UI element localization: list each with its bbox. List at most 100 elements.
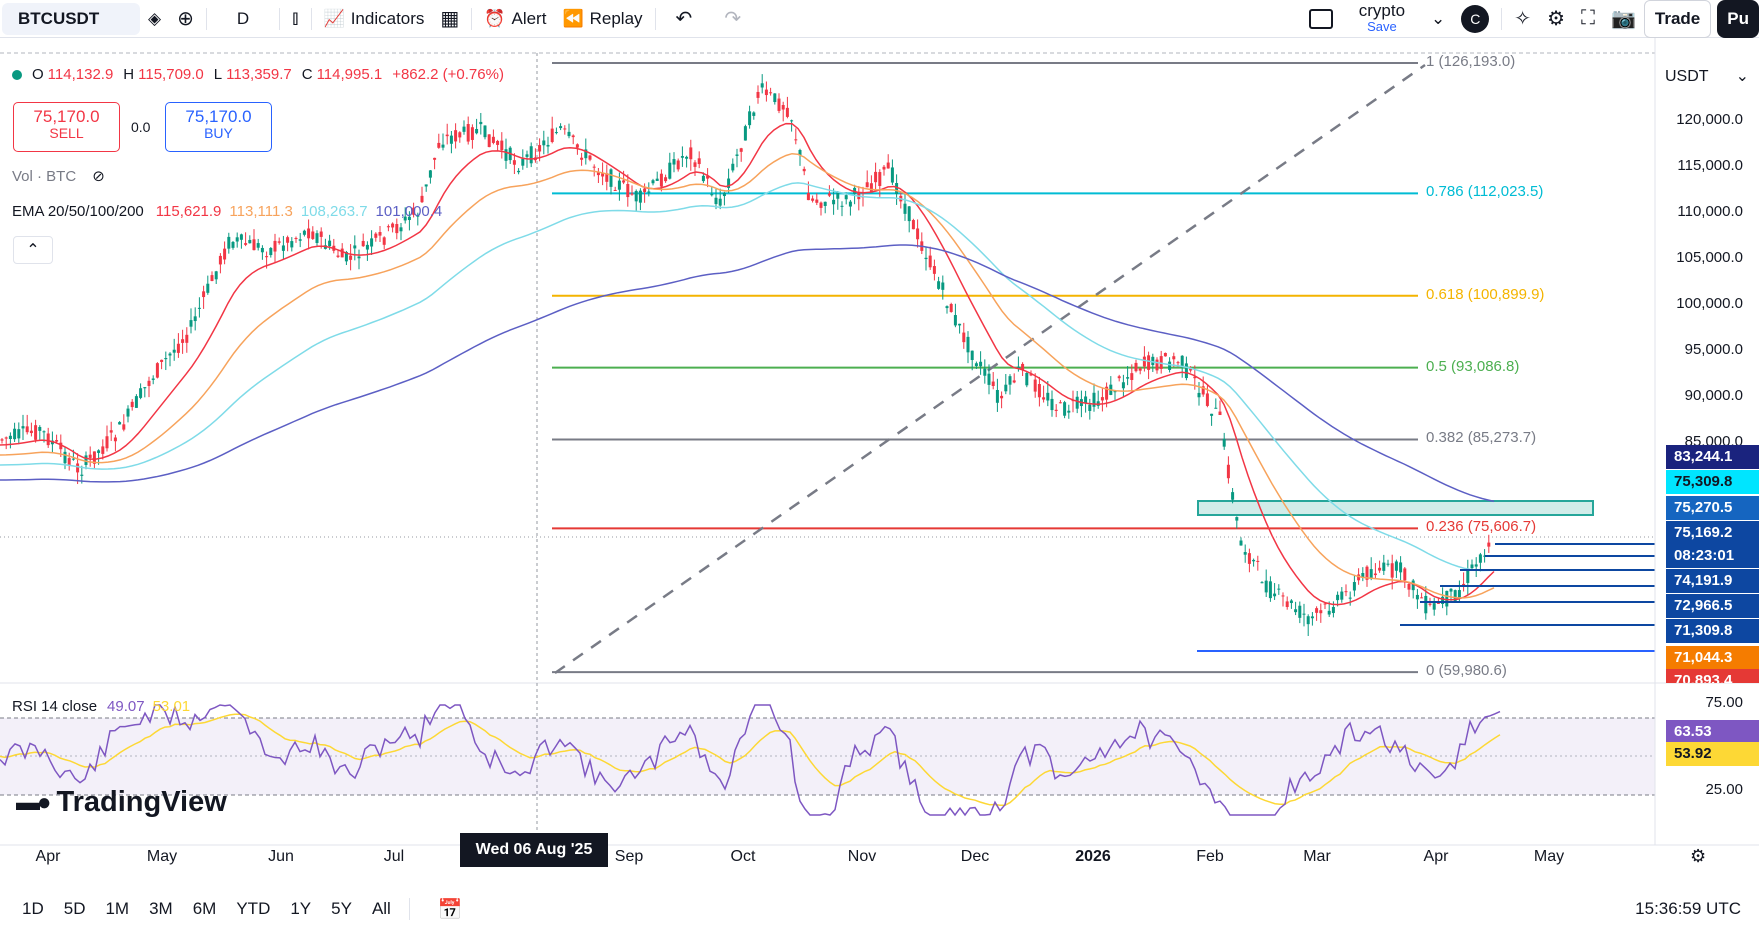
trend-line[interactable] [554,63,1426,675]
interval-button[interactable]: D [211,0,275,38]
candle-body [1243,552,1247,555]
candle-body [739,148,743,152]
candle-body [176,343,180,353]
candle-body [748,111,752,126]
compare-icon[interactable]: ◈ [140,0,169,38]
candle-body [617,180,621,190]
publish-button[interactable]: Pu [1717,0,1759,38]
rectangle-zone[interactable] [1197,500,1594,516]
add-symbol-button[interactable]: ⊕ [169,0,202,38]
low-value: 113,359.7 [226,66,292,83]
snapshot-button[interactable]: 📷 [1603,0,1644,38]
fibonacci-retracement[interactable] [552,62,1418,674]
buy-button[interactable]: 75,170.0 BUY [165,102,272,152]
settings-button[interactable]: ⚙ [1539,0,1573,38]
layout-name-button[interactable]: crypto Save [1341,0,1423,38]
range-button-1m[interactable]: 1M [105,899,130,918]
templates-button[interactable]: ▦ [432,0,467,38]
candle-body [151,378,155,380]
candle-body [1361,572,1365,578]
candle-body [1445,590,1449,607]
candle-body [1306,616,1310,625]
fib-level-label: 0.382 (85,273.7) [1426,429,1537,447]
user-avatar[interactable]: C [1453,0,1497,38]
candle-body [609,169,613,187]
price-label: 83,244.1 [1666,445,1759,469]
buy-label: BUY [204,125,233,141]
range-button-ytd[interactable]: YTD [236,899,271,918]
candle-body [1449,588,1453,592]
tradingview-logo[interactable]: ▬● TradingView [16,786,227,819]
range-button-1d[interactable]: 1D [22,899,44,918]
candle-body [1197,392,1201,398]
fib-level-label: 0.5 (93,086.8) [1426,357,1520,375]
candle-body [269,248,273,256]
candle-body [454,130,458,142]
symbol-name: BTCUSDT [18,8,100,28]
candle-body [420,195,424,203]
collapse-legend-button[interactable]: ⌃ [13,236,53,264]
symbol-search[interactable]: BTCUSDT [2,2,140,35]
axis-settings-button[interactable]: ⚙ [1690,846,1706,867]
time-axis[interactable]: Apr May Jun Jul Sep Oct Nov Dec 2026 Feb Mar Apr May [0,848,1655,878]
range-button-all[interactable]: All [371,899,391,918]
sell-button[interactable]: 75,170.0 SELL [13,102,120,152]
candle-body [361,240,365,247]
candle-body [895,183,899,195]
candle-body [1478,554,1482,563]
range-button-6m[interactable]: 6M [192,899,217,918]
date-range-button[interactable]: 📅 [418,897,483,922]
candle-body [638,190,642,203]
candle-body [1331,606,1335,614]
range-button-3m[interactable]: 3M [149,899,173,918]
candle-body [500,140,504,151]
live-dot-icon [12,69,22,80]
candle-body [890,167,894,183]
trade-button[interactable]: Trade [1643,0,1712,38]
indicators-button[interactable]: 📈 Indicators [316,0,433,38]
candle-body [865,182,869,188]
range-button-5d[interactable]: 5D [63,899,86,918]
candle-body [1344,591,1348,593]
replay-button[interactable]: ⏪ Replay [554,0,650,38]
candle-body [731,163,735,171]
redo-button[interactable]: ↷ [708,0,757,38]
currency-selector[interactable]: USDT ⌄ [1655,64,1759,90]
candle-body [189,320,193,327]
volume-legend[interactable]: Vol · BTC ⊘ [12,167,105,186]
undo-button[interactable]: ↶ [660,0,709,38]
candle-body [1327,610,1331,615]
ema-legend[interactable]: EMA 20/50/100/200 115,621.9 113,111.3 10… [12,203,442,220]
candle-body [340,248,344,258]
range-button-5y[interactable]: 5Y [331,899,352,918]
month-label: 2026 [1075,848,1111,865]
candle-body [701,175,705,182]
candle-body [1268,581,1272,599]
candle-body [1054,409,1058,411]
alert-button[interactable]: ⏰ Alert [476,0,554,38]
main-chart[interactable] [0,0,1759,880]
candle-body [113,437,117,442]
low-label: L [213,66,223,83]
candle-body [214,271,218,280]
candle-body [752,112,756,116]
candle-body [92,451,96,464]
chart-type-button[interactable]: ⫾ [284,0,306,38]
range-button-1y[interactable]: 1Y [290,899,312,918]
layout-menu-button[interactable]: ⌄ [1423,0,1453,38]
candle-body [185,334,189,343]
layout-toggle-button[interactable] [1301,0,1341,38]
quick-search-button[interactable]: ✧ [1506,0,1539,38]
candle-body [630,193,634,195]
clock[interactable]: 15:36:59 UTC [1635,899,1741,918]
fullscreen-button[interactable]: ⛶ [1573,0,1603,38]
candle-body [315,233,319,243]
candle-body [907,206,911,222]
candle-body [848,201,852,207]
candle-body [634,191,638,202]
candle-body [1222,438,1226,447]
candle-body [231,241,235,248]
rsi-legend[interactable]: RSI 14 close 49.07 53.01 [12,698,190,715]
eye-off-icon[interactable]: ⊘ [92,168,105,185]
candle-body [886,162,890,169]
